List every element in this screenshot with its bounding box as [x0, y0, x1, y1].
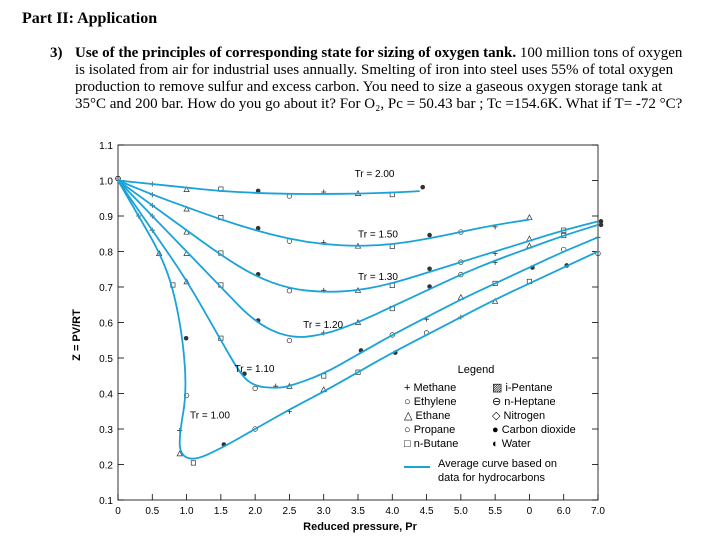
data-point	[286, 337, 293, 344]
x-tick-label: 5.0	[454, 506, 468, 517]
data-point	[252, 385, 258, 392]
x-tick-label: 1.5	[214, 506, 228, 517]
legend-item: ● Carbon dioxide	[492, 424, 576, 436]
x-tick-label: 0	[115, 506, 121, 517]
data-point	[183, 205, 190, 212]
x-tick-label: 2.5	[282, 506, 296, 517]
legend-title: Legend	[458, 364, 495, 376]
question-text: Use of the principles of corresponding s…	[75, 45, 695, 113]
data-point	[183, 186, 190, 192]
y-tick-label: 0.1	[99, 496, 113, 507]
data-point	[155, 249, 163, 256]
legend-item: ⊖ n-Heptane	[492, 396, 556, 408]
y-tick-label: 0.4	[99, 390, 113, 401]
data-point	[355, 369, 361, 375]
data-point	[389, 332, 395, 338]
legend-curve-label: Average curve based on	[438, 458, 557, 470]
curve-150	[117, 179, 530, 247]
x-tick-label: 2.0	[248, 506, 262, 517]
data-point	[420, 184, 426, 190]
x-tick-label: 7.0	[591, 506, 605, 517]
x-tick-label: 0	[527, 506, 533, 517]
y-tick-label: 0.2	[99, 461, 113, 472]
x-tick-label: 4.0	[385, 506, 399, 517]
data-point	[492, 280, 498, 287]
y-tick-label: 0.9	[99, 212, 113, 223]
y-tick-label: 0.5	[99, 354, 113, 365]
y-tick-label: 0.8	[99, 248, 113, 259]
curve-200	[117, 179, 420, 195]
data-point	[526, 214, 533, 220]
curve-120	[117, 179, 599, 338]
y-tick-label: 1.0	[99, 177, 113, 188]
legend-item: + Methane	[404, 382, 456, 394]
question-body: 100 million tons of oxygen is isolated f…	[75, 45, 683, 112]
data-point	[183, 335, 189, 341]
y-axis-label: Z = PV/RT	[71, 309, 83, 361]
legend-item: ◐ Water	[492, 438, 531, 450]
x-tick-label: 3.5	[351, 506, 365, 517]
x-tick-label: 1.0	[180, 506, 194, 517]
legend-curve-label: data for hydrocarbons	[438, 472, 546, 484]
x-axis-label: Reduced pressure, Pr	[303, 521, 417, 533]
data-point	[255, 225, 261, 231]
curve-100	[117, 180, 599, 460]
curve-label: Tr = 2.00	[355, 169, 395, 180]
question-number: 3)	[50, 45, 63, 61]
curve-label: Tr = 1.30	[358, 272, 398, 283]
legend-item: ○ Ethylene	[404, 396, 457, 408]
curve-label: Tr = 1.10	[235, 364, 275, 375]
x-tick-label: 3.0	[317, 506, 331, 517]
data-point	[286, 288, 293, 294]
y-tick-label: 1.1	[99, 141, 113, 152]
data-point	[190, 460, 196, 466]
curve-110	[117, 179, 599, 389]
x-axis-ticks: 0 0.5 1.0 1.5 2.0 2.5 3.0 3.5 4.0 4.5 5.0 5.5 0 6.0 7.…	[115, 494, 605, 517]
legend-item: □ n-Butane	[404, 438, 458, 450]
curve-label: Tr = 1.50	[358, 229, 398, 240]
curve-labels: Tr = 2.00 Tr = 1.50 Tr = 1.30 Tr = 1.20 Tr =…	[190, 169, 398, 421]
data-point	[427, 266, 432, 272]
average-curves	[117, 179, 599, 460]
legend-item: ▨ i-Pentane	[492, 382, 553, 394]
curve-130	[117, 179, 599, 293]
legend: Legend + Methane ○ Ethylene △ Ethane ○ P…	[404, 364, 576, 484]
curve-label: Tr = 1.20	[303, 320, 343, 331]
legend-item: ○ Propane	[404, 424, 455, 436]
y-tick-label: 0.6	[99, 319, 113, 330]
y-axis-ticks: 0.1 0.2 0.3 0.4 0.5 0.6 0.7 0.8 0.9 1.0 1.1	[99, 141, 598, 507]
question-title: Use of the principles of corresponding s…	[75, 45, 517, 61]
x-tick-label: 4.5	[420, 506, 434, 517]
section-heading: Part II: Application	[22, 10, 158, 27]
data-point	[598, 219, 604, 224]
x-tick-label: 6.0	[557, 506, 571, 517]
data-point	[183, 278, 190, 285]
x-tick-label: 0.5	[145, 506, 159, 517]
data-point	[598, 222, 604, 228]
legend-item: △ Ethane	[404, 410, 450, 422]
y-tick-label: 0.3	[99, 425, 113, 436]
y-tick-label: 0.7	[99, 283, 113, 294]
x-tick-label: 5.5	[488, 506, 502, 517]
curve-label: Tr = 1.00	[190, 410, 230, 421]
legend-item: ◇ Nitrogen	[492, 410, 545, 422]
data-point	[427, 232, 432, 238]
data-point	[176, 450, 183, 457]
data-point	[252, 426, 258, 432]
